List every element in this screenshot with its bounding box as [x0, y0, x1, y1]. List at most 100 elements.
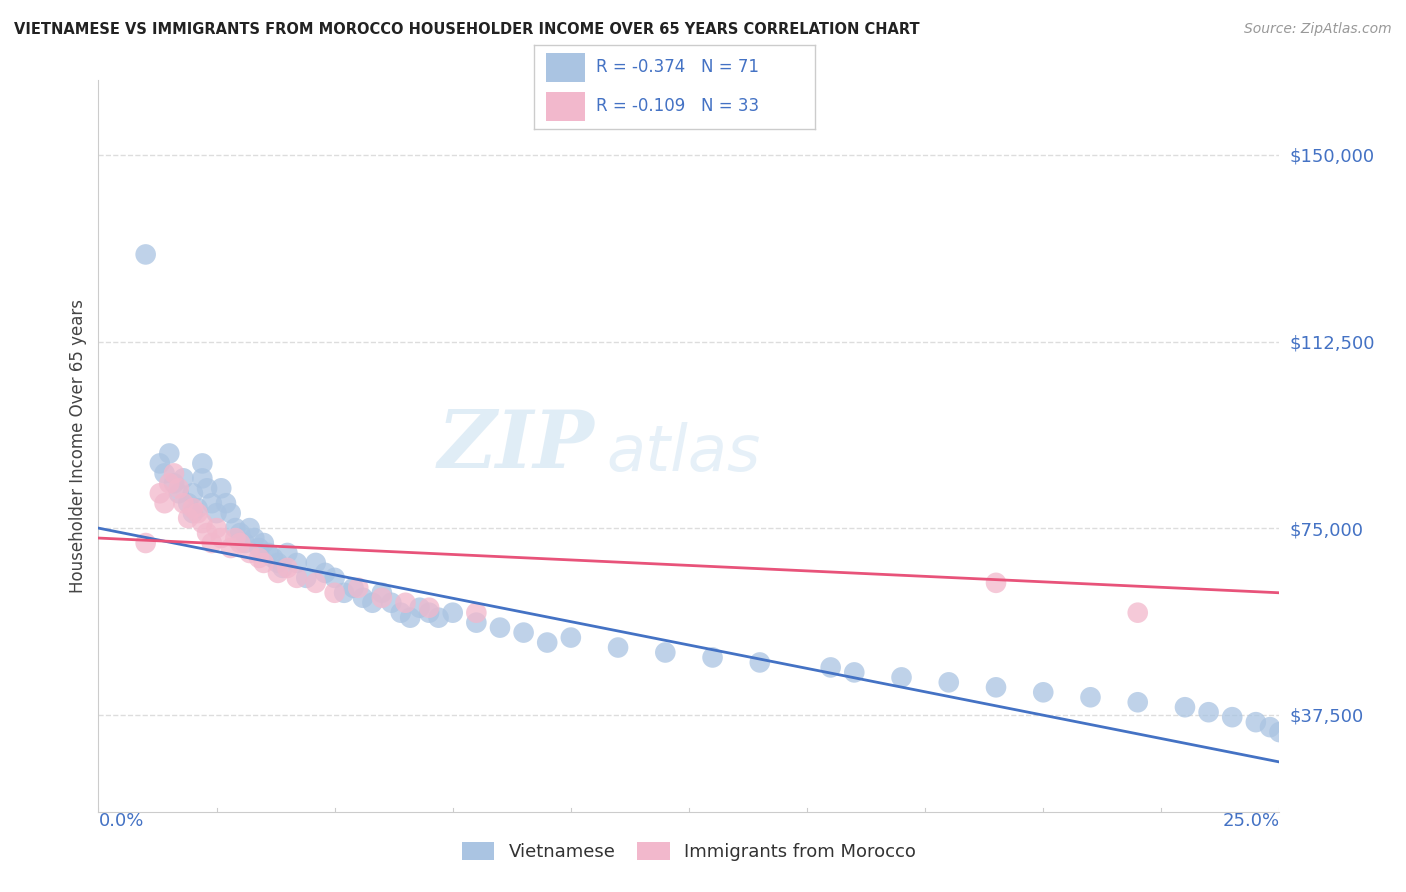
Point	[181, 501, 204, 516]
Point	[187, 506, 209, 520]
Text: ZIP: ZIP	[437, 408, 595, 484]
Point	[191, 471, 214, 485]
Point	[239, 521, 262, 535]
Point	[361, 596, 384, 610]
Point	[323, 571, 346, 585]
Text: VIETNAMESE VS IMMIGRANTS FROM MOROCCO HOUSEHOLDER INCOME OVER 65 YEARS CORRELATI: VIETNAMESE VS IMMIGRANTS FROM MOROCCO HO…	[14, 22, 920, 37]
Y-axis label: Householder Income Over 65 years: Householder Income Over 65 years	[69, 299, 87, 593]
Point	[149, 486, 172, 500]
Point	[820, 660, 842, 674]
Point	[205, 506, 228, 520]
Point	[219, 506, 242, 520]
Point	[267, 556, 290, 570]
Point	[271, 561, 294, 575]
Point	[253, 556, 276, 570]
Point	[295, 571, 318, 585]
Bar	[546, 54, 585, 82]
Point	[163, 467, 186, 481]
Legend: Vietnamese, Immigrants from Morocco: Vietnamese, Immigrants from Morocco	[454, 835, 924, 869]
Point	[177, 511, 200, 525]
Point	[371, 586, 394, 600]
Point	[253, 536, 276, 550]
Point	[153, 496, 176, 510]
Point	[890, 670, 912, 684]
Point	[233, 536, 256, 550]
Text: atlas: atlas	[606, 422, 761, 484]
Point	[323, 586, 346, 600]
Point	[157, 446, 180, 460]
Point	[167, 481, 190, 495]
Point	[163, 476, 186, 491]
Point	[389, 606, 412, 620]
Text: Source: ZipAtlas.com: Source: ZipAtlas.com	[1244, 22, 1392, 37]
Point	[560, 631, 582, 645]
Point	[844, 665, 866, 680]
Point	[195, 526, 218, 541]
Point	[172, 496, 194, 510]
Point	[465, 606, 488, 620]
Point	[239, 546, 262, 560]
Point	[441, 606, 464, 620]
Text: 0.0%: 0.0%	[98, 812, 143, 830]
Point	[1174, 700, 1197, 714]
Point	[191, 457, 214, 471]
Point	[262, 551, 284, 566]
Point	[1126, 606, 1149, 620]
Point	[285, 571, 308, 585]
Point	[408, 600, 430, 615]
Point	[181, 506, 204, 520]
Point	[347, 581, 370, 595]
Point	[938, 675, 960, 690]
Point	[654, 645, 676, 659]
Point	[209, 481, 232, 495]
Point	[187, 501, 209, 516]
Point	[333, 586, 356, 600]
Point	[191, 516, 214, 530]
Point	[153, 467, 176, 481]
Point	[172, 471, 194, 485]
Point	[465, 615, 488, 630]
Point	[418, 600, 440, 615]
Point	[181, 486, 204, 500]
Point	[1268, 725, 1291, 739]
Point	[229, 536, 252, 550]
Point	[984, 681, 1007, 695]
Point	[201, 496, 224, 510]
Point	[276, 561, 298, 575]
Point	[305, 575, 328, 590]
Point	[195, 481, 218, 495]
Bar	[546, 92, 585, 120]
Point	[489, 621, 512, 635]
Point	[512, 625, 534, 640]
Point	[229, 526, 252, 541]
Point	[247, 551, 270, 566]
Point	[1198, 705, 1220, 719]
Point	[167, 486, 190, 500]
Point	[276, 546, 298, 560]
Point	[224, 521, 246, 535]
Point	[702, 650, 724, 665]
Point	[1220, 710, 1243, 724]
Point	[1258, 720, 1281, 734]
Text: 25.0%: 25.0%	[1222, 812, 1279, 830]
Point	[1244, 715, 1267, 730]
Point	[149, 457, 172, 471]
Point	[418, 606, 440, 620]
Text: R = -0.374   N = 71: R = -0.374 N = 71	[596, 59, 759, 77]
Point	[1032, 685, 1054, 699]
Point	[201, 536, 224, 550]
Point	[352, 591, 374, 605]
Point	[267, 566, 290, 580]
Point	[219, 541, 242, 555]
Point	[135, 247, 157, 261]
Point	[748, 656, 770, 670]
Point	[984, 575, 1007, 590]
Point	[224, 531, 246, 545]
Point	[247, 541, 270, 555]
Text: R = -0.109   N = 33: R = -0.109 N = 33	[596, 97, 759, 115]
Point	[342, 581, 364, 595]
Point	[135, 536, 157, 550]
Point	[536, 635, 558, 649]
Point	[394, 596, 416, 610]
Point	[1080, 690, 1102, 705]
